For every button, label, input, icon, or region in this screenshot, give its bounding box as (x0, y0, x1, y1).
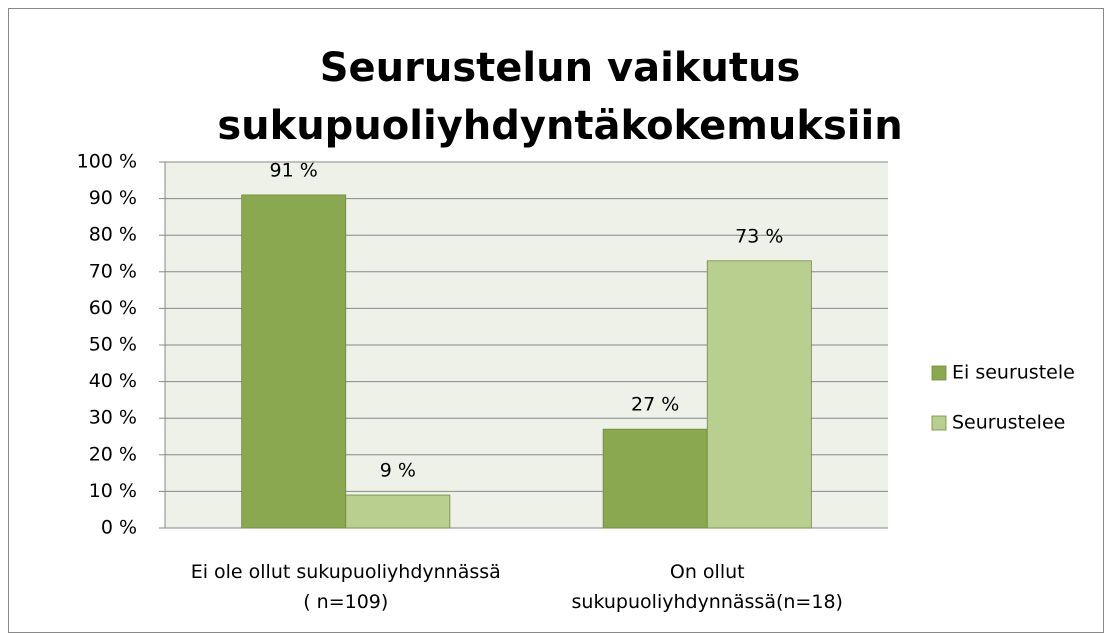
y-tick-label: 20 % (89, 443, 137, 465)
bar (345, 494, 451, 529)
y-tick-label: 0 % (101, 517, 137, 539)
value-label: 91 % (270, 159, 318, 181)
y-tick-label: 90 % (89, 187, 137, 209)
legend-label: Ei seurustele (952, 362, 1075, 384)
y-tick-label: 70 % (89, 260, 137, 282)
y-tick-label: 10 % (89, 480, 137, 502)
legend-swatch (931, 415, 947, 431)
value-label: 73 % (735, 225, 783, 247)
y-tick-label: 60 % (89, 297, 137, 319)
x-tick-label: On ollut sukupuoliyhdynnässä(n=18) (572, 561, 843, 613)
y-tick-label: 40 % (89, 370, 137, 392)
bar (602, 428, 708, 529)
value-label: 27 % (631, 394, 679, 416)
y-tick-label: 30 % (89, 407, 137, 429)
legend-label: Seurustelee (952, 412, 1065, 434)
bar (706, 260, 812, 529)
legend-swatch (931, 365, 947, 381)
x-tick-label: Ei ole ollut sukupuoliyhdynnässä( n=109) (191, 561, 501, 613)
value-label: 9 % (380, 460, 416, 482)
bar (241, 194, 347, 529)
y-tick-label: 50 % (89, 334, 137, 356)
y-tick-label: 100 % (77, 151, 137, 173)
chart-title: Seurustelun vaikutus sukupuoliyhdyntäkoke… (217, 45, 902, 149)
y-tick-label: 80 % (89, 224, 137, 246)
